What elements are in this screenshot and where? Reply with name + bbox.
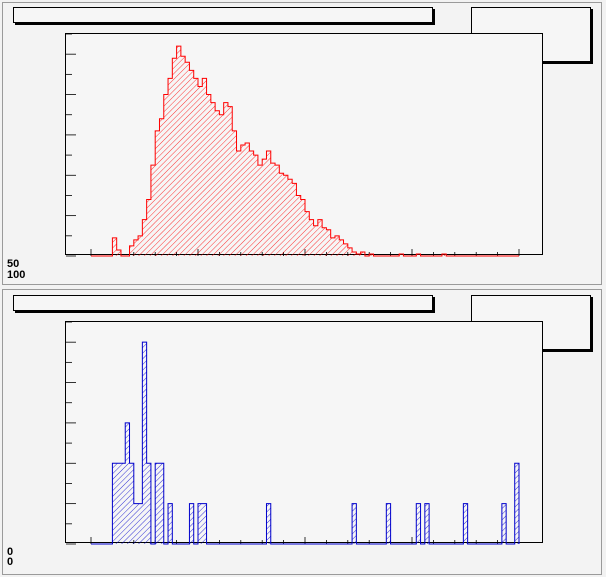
histogram-bar <box>322 227 327 256</box>
histogram-bar <box>210 102 216 257</box>
histogram-bar <box>270 163 276 256</box>
histogram-bar <box>155 130 160 256</box>
histogram-bar <box>129 245 134 256</box>
histogram-bar <box>501 503 507 544</box>
histogram-bar <box>424 503 430 544</box>
histogram-bar <box>185 62 190 256</box>
histogram-bar <box>202 78 207 257</box>
histogram-bar <box>198 86 203 256</box>
histogram-bar <box>334 235 340 256</box>
top-pad[interactable]: 50 100 <box>2 2 602 285</box>
histogram-bar <box>189 70 194 256</box>
histogram-bar <box>159 118 164 256</box>
histogram-bar <box>300 199 305 256</box>
histogram-bar <box>227 106 233 257</box>
bottom-pad[interactable]: 0 0 <box>2 289 602 575</box>
histogram-bar <box>343 243 348 256</box>
histogram-bar <box>189 503 194 544</box>
histogram-bar <box>129 463 134 544</box>
histogram-bar <box>138 235 143 256</box>
histogram-bar <box>339 239 344 256</box>
histogram-bar <box>416 253 421 256</box>
histogram-bar <box>313 225 318 256</box>
histogram-bar <box>386 503 391 544</box>
histogram-bar <box>416 503 421 544</box>
histogram-bar <box>219 114 224 256</box>
top-y-label-1: 50 <box>7 258 20 270</box>
histogram-bar <box>352 251 357 256</box>
histogram-bar <box>142 219 147 256</box>
histogram-bar <box>296 195 301 256</box>
histogram-bar <box>116 463 121 544</box>
histogram-bar <box>146 199 151 256</box>
histogram-bar <box>180 56 186 257</box>
histogram-bar <box>287 179 293 256</box>
histogram-bar <box>112 463 117 544</box>
histogram-bar <box>159 463 164 544</box>
histogram-bar <box>240 145 246 256</box>
histogram-bar <box>347 247 353 256</box>
histogram-bar <box>352 503 357 544</box>
histogram-bar <box>193 78 198 257</box>
histogram-bar <box>168 78 173 257</box>
histogram-bar <box>253 155 258 256</box>
histogram-bar <box>360 251 365 256</box>
histogram-outline <box>91 341 520 545</box>
histogram-bar <box>305 211 310 256</box>
histogram-bar <box>330 237 335 256</box>
histogram-bar <box>202 503 207 544</box>
histogram-bar <box>120 463 126 544</box>
histogram-bar <box>168 503 173 544</box>
histogram-bar <box>249 151 254 256</box>
histogram-bar <box>142 342 147 544</box>
bottom-title-box <box>13 295 433 311</box>
histogram-bar <box>116 249 121 256</box>
histogram-bar <box>133 239 139 256</box>
histogram-bar <box>198 503 203 544</box>
histogram-bar <box>223 102 228 257</box>
bottom-plot-frame <box>65 321 543 545</box>
histogram-bar <box>150 165 156 256</box>
histogram-bar <box>176 46 181 256</box>
histogram-bar <box>399 253 404 256</box>
histogram-bar <box>112 237 117 256</box>
histogram-bar <box>155 463 160 544</box>
histogram-bar <box>257 165 263 256</box>
histogram-bar <box>326 229 331 256</box>
bottom-histogram <box>66 321 520 545</box>
histogram-outline <box>91 45 519 257</box>
histogram-bar <box>356 253 361 256</box>
histogram-bar <box>279 173 284 256</box>
histogram-bar <box>133 503 139 544</box>
top-y-label-2: 100 <box>7 269 26 281</box>
histogram-bar <box>262 159 267 256</box>
histogram-bar <box>172 58 177 256</box>
histogram-bar <box>317 219 323 256</box>
histogram-bar <box>125 422 130 544</box>
histogram-bar <box>514 463 519 544</box>
histogram-bar <box>266 503 271 544</box>
histogram-bar <box>463 503 468 544</box>
histogram-bar <box>245 142 250 256</box>
top-histogram <box>66 33 520 257</box>
histogram-bar <box>275 165 280 256</box>
histogram-bar <box>441 253 447 256</box>
histogram-bar <box>292 183 297 256</box>
top-title-box <box>13 7 433 23</box>
histogram-bar <box>266 151 271 256</box>
histogram-bar <box>215 110 220 256</box>
bottom-y-label-2: 0 <box>7 556 14 568</box>
histogram-bar <box>163 94 169 256</box>
histogram-bar <box>369 253 374 256</box>
histogram-bar <box>146 463 151 544</box>
histogram-bar <box>236 151 241 256</box>
histogram-bar <box>309 219 314 256</box>
top-plot-frame <box>65 33 543 257</box>
histogram-bar <box>283 175 288 256</box>
histogram-bar <box>232 130 237 256</box>
bottom-y-label-1: 0 <box>7 546 14 558</box>
histogram-bar <box>206 94 211 256</box>
histogram-bar <box>138 503 143 544</box>
